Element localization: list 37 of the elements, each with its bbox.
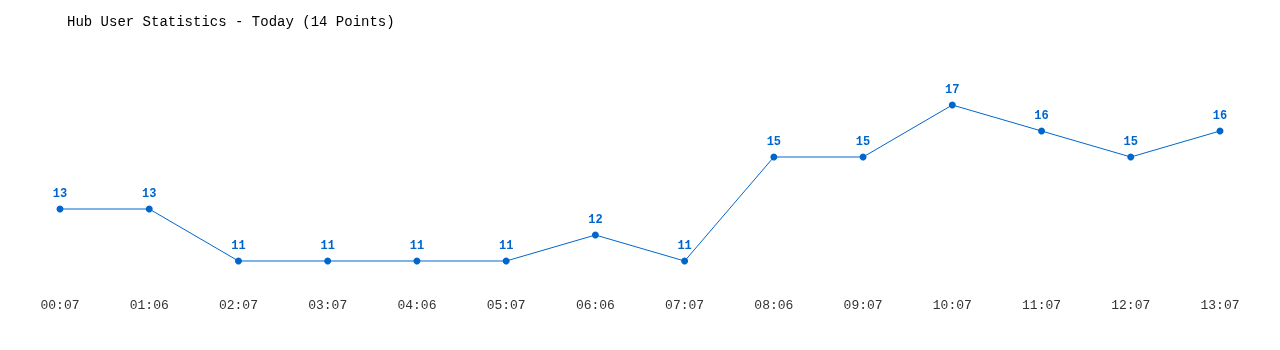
x-tick-label: 02:07 <box>218 298 258 313</box>
x-tick-label: 05:07 <box>486 298 526 313</box>
data-label: 12 <box>588 212 603 227</box>
data-label: 13 <box>52 186 68 201</box>
data-label: 11 <box>498 238 514 253</box>
point <box>324 257 332 265</box>
chart-title: Hub User Statistics - Today (14 Points) <box>67 14 395 30</box>
x-tick-label: 04:06 <box>397 298 437 313</box>
x-tick-label: 06:06 <box>575 298 615 313</box>
point <box>948 101 956 109</box>
data-label: 11 <box>677 238 692 253</box>
x-tick-label: 09:07 <box>843 298 883 313</box>
data-label: 11 <box>409 238 425 253</box>
data-label: 17 <box>945 82 960 97</box>
x-tick-label: 13:07 <box>1200 298 1240 313</box>
data-label: 16 <box>1034 108 1049 123</box>
data-label: 11 <box>231 238 246 253</box>
point <box>1038 127 1046 135</box>
x-tick-label: 11:07 <box>1022 298 1062 313</box>
data-label: 13 <box>142 186 157 201</box>
point <box>1127 153 1135 161</box>
point <box>681 257 689 265</box>
x-tick-label: 07:07 <box>665 298 705 313</box>
data-label: 15 <box>1123 134 1138 149</box>
data-label: 15 <box>766 134 782 149</box>
x-tick-label: 01:06 <box>129 298 169 313</box>
x-tick-label: 08:06 <box>754 298 794 313</box>
point <box>234 257 242 265</box>
data-label: 15 <box>855 134 871 149</box>
x-tick-label: 10:07 <box>932 298 972 313</box>
x-tick-label: 00:07 <box>40 298 80 313</box>
x-tick-label: 03:07 <box>308 298 348 313</box>
data-label: 16 <box>1212 108 1228 123</box>
point <box>145 205 153 213</box>
x-tick-label: 12:07 <box>1111 298 1151 313</box>
data-label: 11 <box>320 238 335 253</box>
point <box>591 231 599 239</box>
